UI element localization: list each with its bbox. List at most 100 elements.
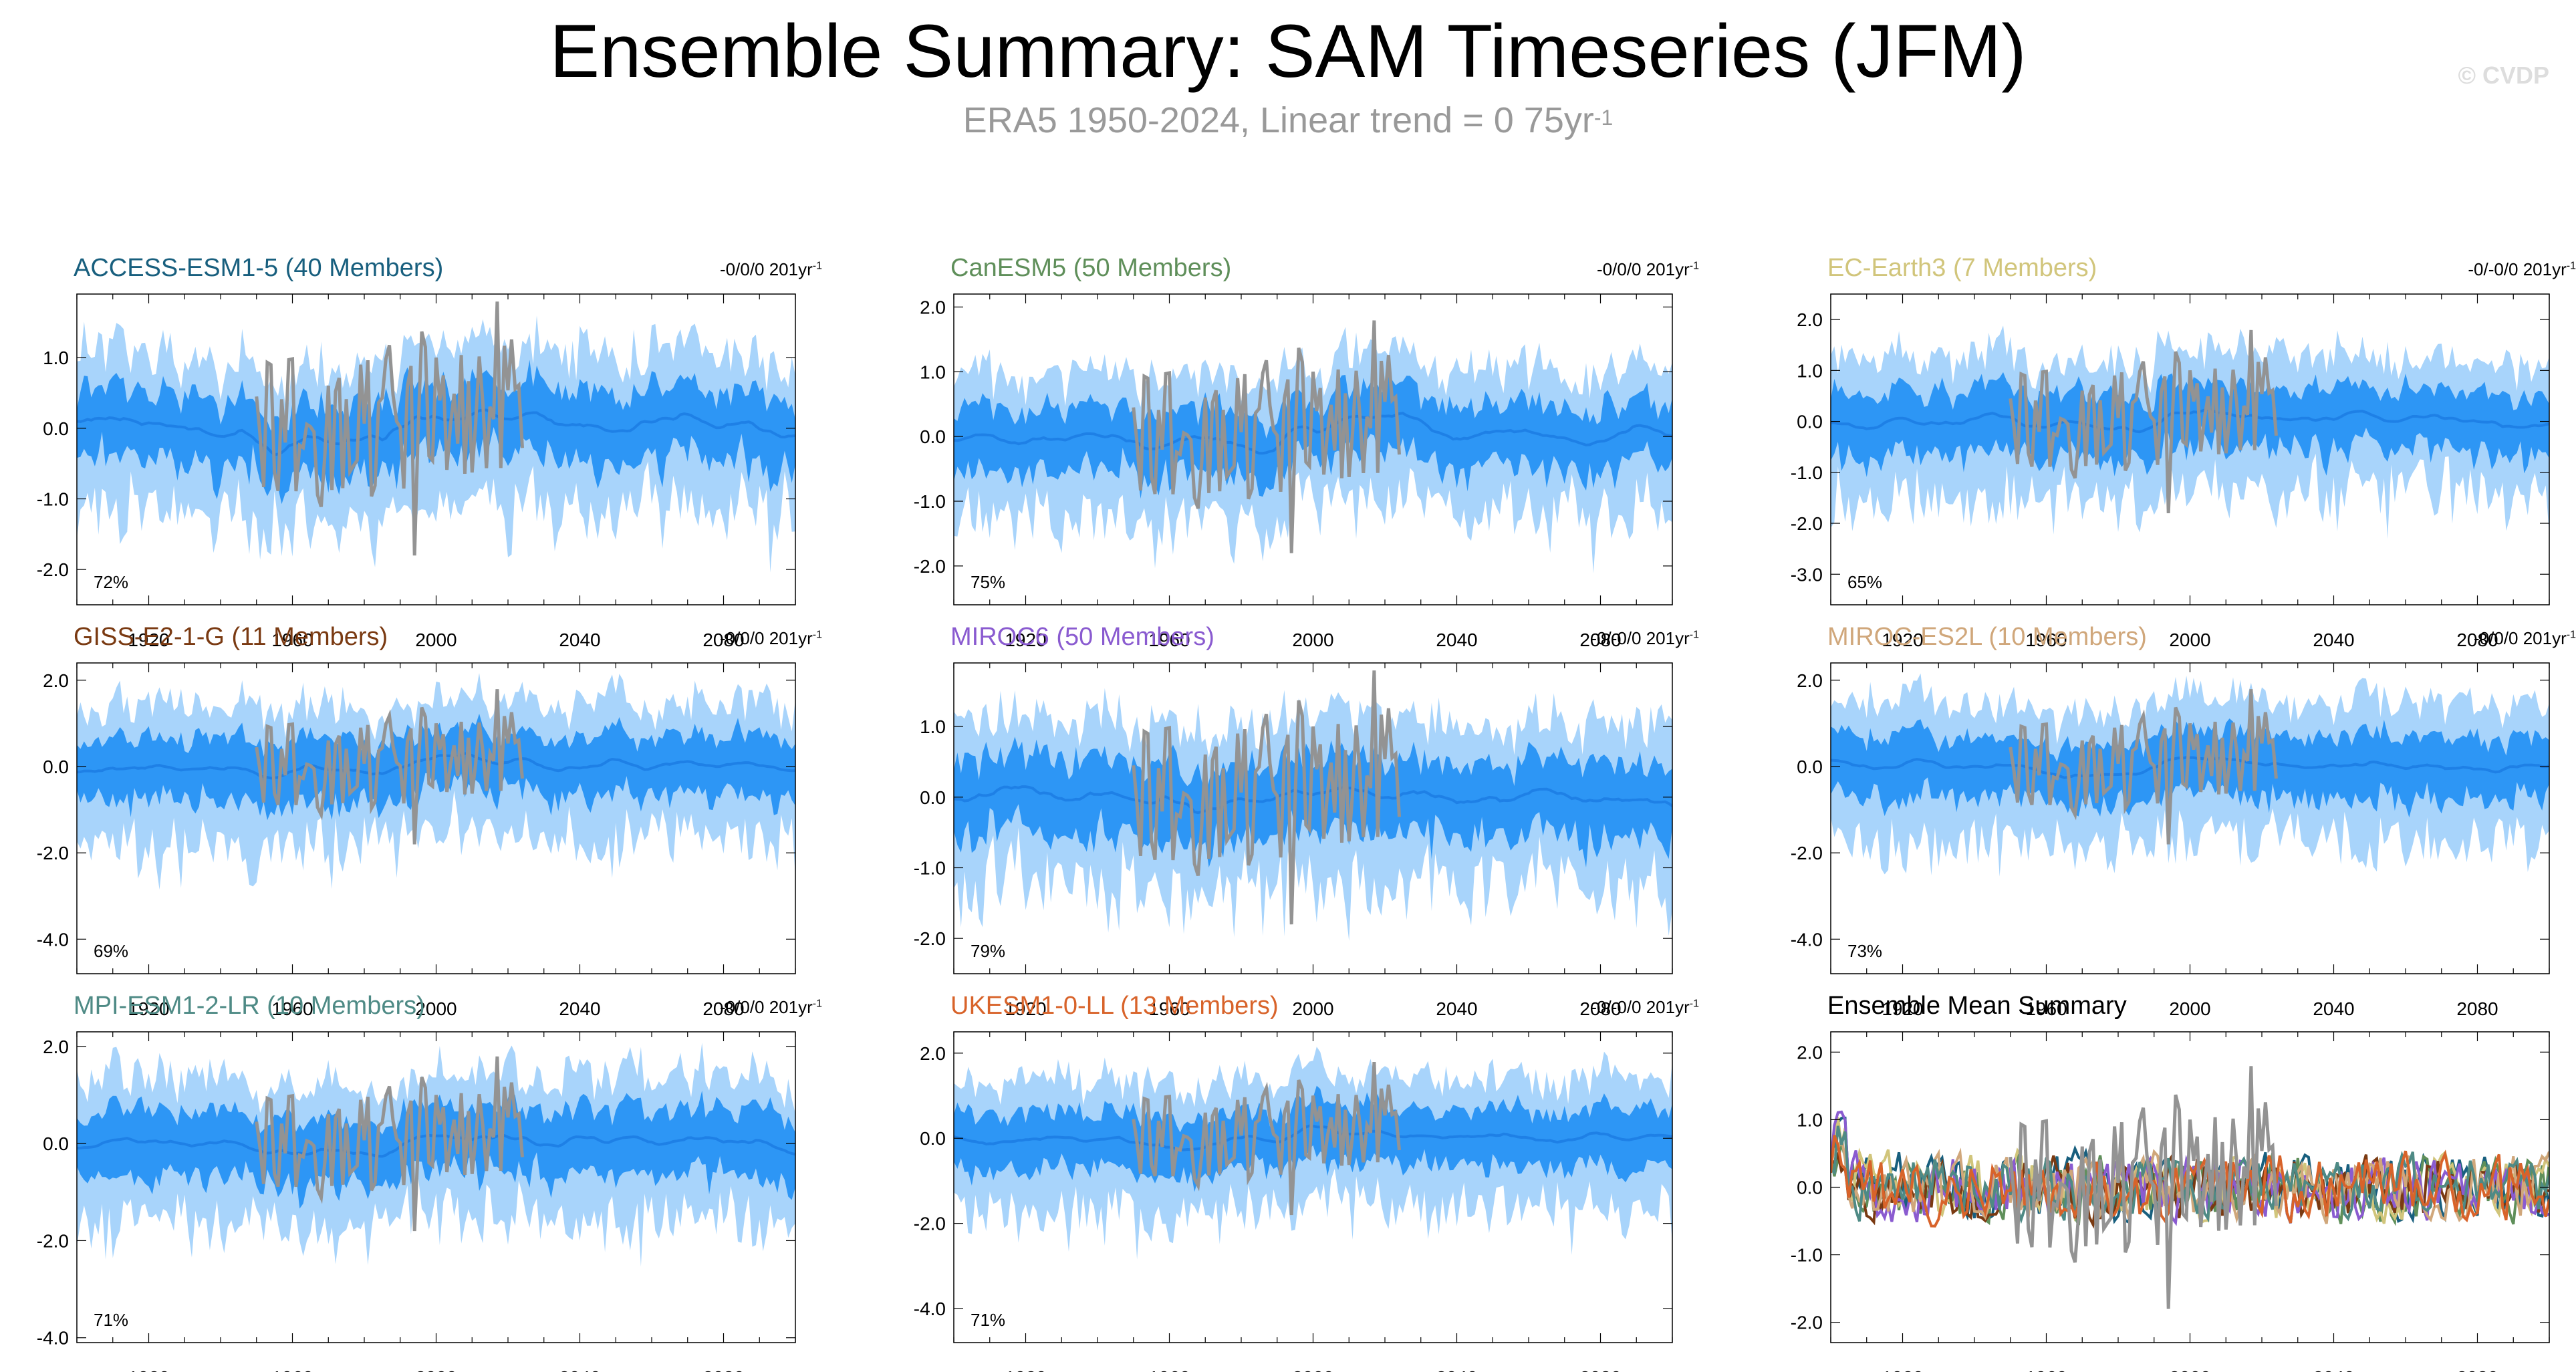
inner-spread-band	[77, 1090, 795, 1209]
plot-area	[1831, 1066, 2549, 1309]
era5-observations-line	[1132, 1061, 1401, 1216]
era5-observations-line	[1132, 320, 1401, 553]
percent-label: 71%	[971, 1310, 1005, 1330]
trend-text: -0/0/0 201yr	[2474, 628, 2567, 648]
y-tick-label: 0.0	[1797, 1178, 1823, 1198]
era5-observations-line	[1132, 670, 1401, 925]
x-tick-label: 2040	[1436, 1367, 1477, 1372]
x-tick-label: 1960	[271, 630, 313, 650]
panel-title: EC-Earth3 (7 Members)	[1827, 254, 2097, 282]
chart-svg: 1920 1960 2000 2040 2080 2.0 0.0 -2.0 -4.0 71%	[37, 1031, 796, 1372]
y-tick-label: 1.0	[920, 362, 946, 382]
chart-svg: 1920 1960 2000 2040 2080 1.0 0.0 -1.0 -2.0 72%	[37, 293, 796, 650]
y-tick-label: -4.0	[37, 1328, 69, 1349]
x-tick-label: 1920	[128, 998, 169, 1019]
inner-spread-band	[1831, 718, 2549, 818]
series-line-mpi-esm1-2-lr	[1831, 1125, 2549, 1224]
trend-sup: -1	[2566, 629, 2576, 641]
plot-area	[1831, 673, 2549, 877]
x-tick-label: 1920	[1882, 630, 1923, 650]
y-tick-label: 1.0	[920, 716, 946, 737]
era5-observations-line	[255, 689, 524, 845]
x-tick-label: 1960	[1148, 1367, 1190, 1372]
x-tick-label: 2000	[2169, 630, 2210, 650]
trend-label: -0/-0/0 201yr-1	[1591, 628, 1699, 649]
percent-label: 71%	[94, 1310, 128, 1330]
x-tick-label: 1920	[1005, 998, 1046, 1019]
y-tick-label: 0.0	[1797, 412, 1823, 432]
y-tick-label: 1.0	[1797, 1109, 1823, 1130]
cvdp-credit: © CVDP	[2458, 61, 2549, 89]
x-tick-label: 2040	[2313, 998, 2354, 1019]
inner-spread-band	[1831, 372, 2549, 477]
x-tick-label: 2000	[2169, 998, 2210, 1019]
x-tick-label: 1920	[128, 630, 169, 650]
plot-area	[954, 670, 1672, 941]
trend-label: -0/0/0 201yr-1	[720, 997, 822, 1018]
ensemble-mean-line	[954, 785, 1672, 815]
x-tick-label: 2040	[1436, 630, 1477, 650]
plot-area	[77, 673, 795, 890]
x-tick-label: 2040	[1436, 998, 1477, 1019]
y-tick-label: 0.0	[43, 757, 69, 777]
x-tick-label: 1960	[2025, 630, 2067, 650]
percent-label: 69%	[94, 941, 128, 961]
panel-ukesm1-0-ll: UKESM1-0-LL (13 Members) -0/-0/0 201yr-1…	[914, 992, 1699, 1372]
trend-label: -0/0/0 201yr-1	[2474, 628, 2576, 649]
y-tick-label: 2.0	[1797, 1042, 1823, 1063]
y-tick-label: 0.0	[920, 787, 946, 808]
x-tick-label: 2040	[2313, 630, 2354, 650]
x-tick-label: 1960	[1148, 630, 1190, 650]
y-tick-label: -1.0	[914, 491, 946, 512]
trend-sup: -1	[1689, 260, 1699, 272]
x-tick-label: 1920	[128, 1367, 169, 1372]
y-tick-label: -2.0	[37, 1230, 69, 1251]
x-tick-label: 2040	[559, 630, 600, 650]
ensemble-mean-line	[954, 412, 1672, 455]
trend-text: -0/0/0 201yr	[720, 259, 813, 279]
era5-observations-line	[255, 301, 524, 556]
trend-label: -0/0/0 201yr-1	[720, 628, 822, 649]
x-tick-label: 2080	[1579, 998, 1621, 1019]
y-tick-label: -2.0	[1791, 513, 1823, 534]
y-tick-label: 2.0	[1797, 670, 1823, 691]
y-tick-label: 1.0	[43, 348, 69, 368]
plot-area	[954, 320, 1672, 574]
y-tick-label: -4.0	[914, 1298, 946, 1319]
x-tick-label: 1960	[1148, 998, 1190, 1019]
trend-label: -0/-0/0 201yr-1	[2468, 259, 2576, 280]
y-tick-label: -2.0	[914, 1214, 946, 1234]
inner-spread-band	[954, 1085, 1672, 1192]
percent-label: 72%	[94, 572, 128, 592]
x-tick-label: 2000	[415, 1367, 457, 1372]
plot-area	[954, 1047, 1672, 1260]
y-tick-label: 0.0	[920, 426, 946, 447]
chart-svg: 1920 1960 2000 2040 2080 2.0 1.0 0.0 -1.0 -2.0 -3.…	[1791, 293, 2550, 650]
series-line-ukesm1-0-ll	[1831, 1135, 2549, 1228]
y-tick-label: 0.0	[43, 1133, 69, 1154]
percent-label: 75%	[971, 572, 1005, 592]
panel-title: MIROC-ES2L (10 Members)	[1827, 623, 2147, 651]
subtitle-text: ERA5 1950-2024, Linear trend = 0 75yr	[962, 100, 1594, 140]
x-tick-label: 2080	[2456, 630, 2498, 650]
trend-text: -0/0/0 201yr	[720, 628, 813, 648]
y-tick-label: -2.0	[1791, 1313, 1823, 1333]
x-tick-label: 2040	[2313, 1367, 2354, 1372]
plot-area	[77, 1043, 795, 1267]
x-tick-label: 2080	[2456, 1367, 2498, 1372]
panel-title: MPI-ESM1-2-LR (10 Members)	[74, 992, 425, 1020]
y-tick-label: 1.0	[1797, 360, 1823, 381]
panel-miroc6: MIROC6 (50 Members) -0/-0/0 201yr-1 1920…	[914, 623, 1699, 1019]
y-tick-label: 2.0	[920, 1043, 946, 1064]
y-tick-label: -1.0	[1791, 462, 1823, 483]
x-tick-label: 2080	[1579, 1367, 1621, 1372]
y-tick-label: -1.0	[1791, 1245, 1823, 1266]
subtitle-superscript: -1	[1593, 106, 1614, 130]
percent-label: 65%	[1847, 572, 1882, 592]
ensemble-mean-line	[77, 408, 795, 456]
x-tick-label: 1960	[271, 1367, 313, 1372]
x-tick-label: 2000	[1292, 998, 1333, 1019]
x-tick-label: 1920	[1882, 1367, 1923, 1372]
trend-sup: -1	[812, 260, 822, 272]
ensemble-mean-line	[1831, 408, 2549, 434]
